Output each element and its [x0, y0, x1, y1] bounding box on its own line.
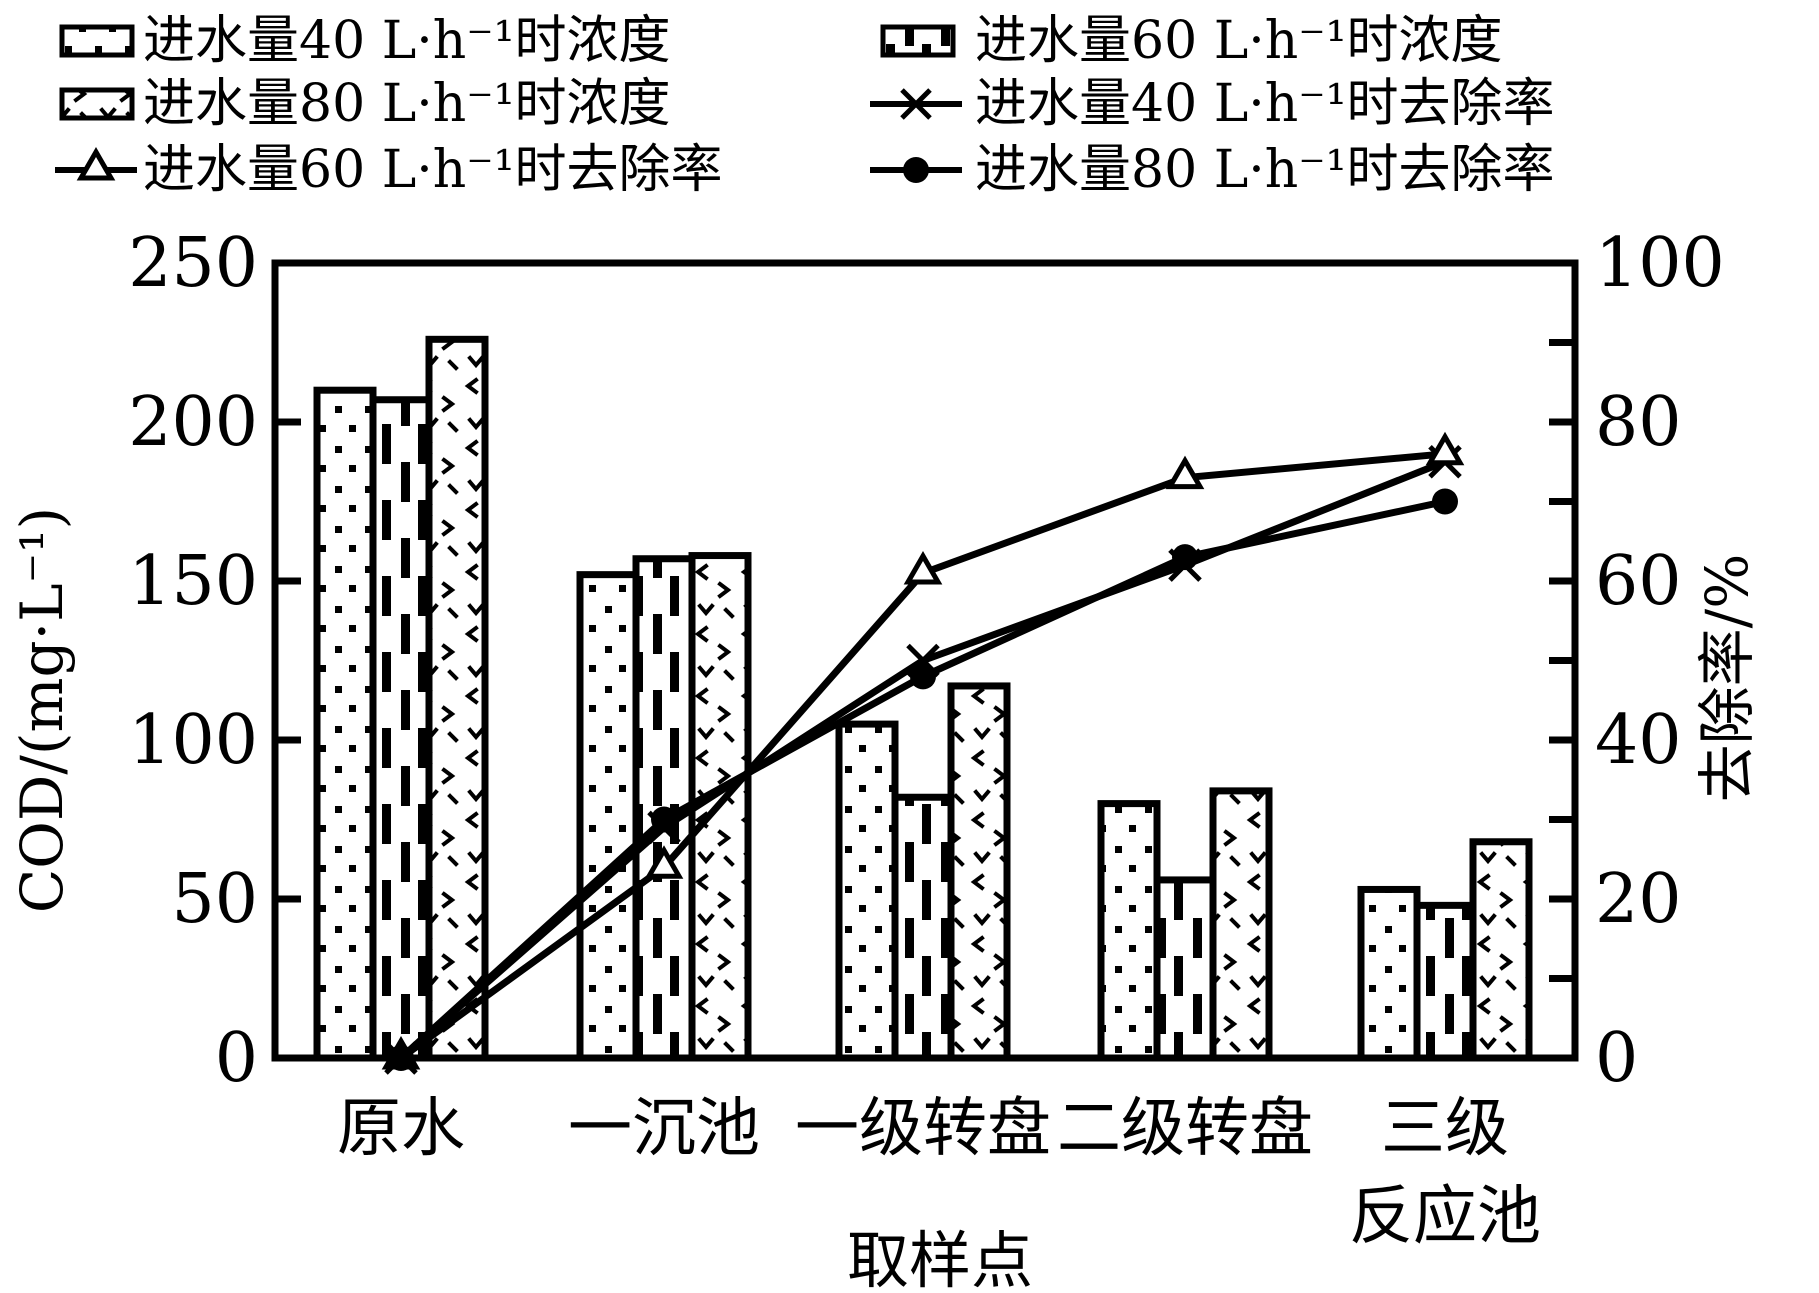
- bar-series1-point1: [313, 386, 377, 1062]
- bar-series2-point5: [1413, 901, 1477, 1062]
- legend-swatch-bar-dotted: [59, 24, 135, 58]
- bar-series2-point3: [891, 793, 955, 1062]
- bar-series2-point1: [369, 396, 433, 1062]
- triangle-icon: [76, 146, 116, 181]
- legend-item-removal-80: 进水量80 L·h⁻¹时去除率: [870, 140, 1555, 200]
- legend-label: 进水量40 L·h⁻¹时去除率: [975, 74, 1555, 134]
- marker-open-triangle: [644, 845, 684, 879]
- marker-open-triangle: [903, 551, 943, 585]
- marker-filled-circle: [651, 806, 677, 833]
- right-axis-tick-label: 100: [1595, 224, 1725, 303]
- bar-series2-point4: [1153, 876, 1217, 1062]
- left-axis-title: COD/(mg·L⁻¹): [8, 507, 76, 913]
- legend-item-removal-60: 进水量60 L·h⁻¹时去除率: [55, 140, 723, 200]
- legend-item-conc-60: 进水量60 L·h⁻¹时浓度: [880, 11, 1503, 71]
- bar-series1-point2: [576, 571, 640, 1062]
- legend-item-removal-40: 进水量40 L·h⁻¹时去除率: [870, 74, 1555, 134]
- left-axis-tick-label: 200: [128, 383, 258, 462]
- dot-icon: [903, 157, 929, 183]
- marker-open-triangle: [1425, 431, 1465, 466]
- right-axis-tick-label: 40: [1595, 701, 1682, 780]
- right-axis-tick-label: 80: [1595, 383, 1682, 462]
- left-axis-tick-label: 250: [128, 224, 258, 303]
- marker-filled-circle: [910, 663, 936, 690]
- left-axis-tick-label: 0: [215, 1019, 258, 1098]
- left-axis-tick-label: 100: [128, 701, 258, 780]
- x-category-label: 一沉池: [568, 1092, 760, 1166]
- x-cross-icon: [900, 88, 932, 120]
- legend-label: 进水量40 L·h⁻¹时浓度: [143, 11, 671, 71]
- legend-item-conc-80: 进水量80 L·h⁻¹时浓度: [59, 74, 671, 134]
- x-category-label: 原水: [337, 1092, 465, 1166]
- x-category-label: 二级转盘: [1057, 1092, 1313, 1166]
- x-category-label: 反应池: [1349, 1180, 1541, 1254]
- bar-series3-point3: [947, 682, 1011, 1062]
- bar-series1-point4: [1097, 800, 1161, 1062]
- left-axis-tick-label: 50: [171, 860, 258, 939]
- marker-open-triangle: [1165, 455, 1205, 490]
- right-axis-tick-label: 20: [1595, 860, 1682, 939]
- bar-series3-point5: [1469, 838, 1533, 1062]
- right-axis-title: 去除率/%: [1693, 554, 1761, 803]
- marker-filled-circle: [1432, 488, 1458, 515]
- legend-swatch-bar-dashed: [880, 24, 956, 58]
- legend-item-conc-40: 进水量40 L·h⁻¹时浓度: [59, 11, 671, 71]
- x-category-label: 一级转盘: [795, 1092, 1051, 1166]
- right-axis-tick-label: 60: [1595, 542, 1682, 621]
- legend-swatch-bar-pebbles: [59, 87, 135, 121]
- bar-series3-point1: [425, 335, 489, 1062]
- x-category-label: 三级: [1381, 1092, 1509, 1166]
- x-axis-title: 取样点: [847, 1224, 1033, 1289]
- plot-area: 0 50 100 150 200 250 0 20 40 60 80 100 原水 一沉池 一级转盘 二级转盘…: [128, 224, 1725, 1254]
- bar-series1-point3: [835, 720, 899, 1062]
- left-axis-tick-label: 150: [128, 542, 258, 621]
- marker-filled-circle: [1172, 544, 1198, 571]
- bar-series3-point4: [1209, 787, 1273, 1062]
- legend-label: 进水量80 L·h⁻¹时去除率: [975, 140, 1555, 200]
- bar-series1-point5: [1357, 885, 1421, 1062]
- right-axis-tick-label: 0: [1595, 1019, 1638, 1098]
- legend-label: 进水量80 L·h⁻¹时浓度: [143, 74, 671, 134]
- legend-label: 进水量60 L·h⁻¹时浓度: [975, 11, 1503, 71]
- legend: 进水量40 L·h⁻¹时浓度 进水量60 L·h⁻¹时浓度 进水量80 L·h⁻…: [55, 11, 1555, 200]
- legend-label: 进水量60 L·h⁻¹时去除率: [143, 140, 723, 200]
